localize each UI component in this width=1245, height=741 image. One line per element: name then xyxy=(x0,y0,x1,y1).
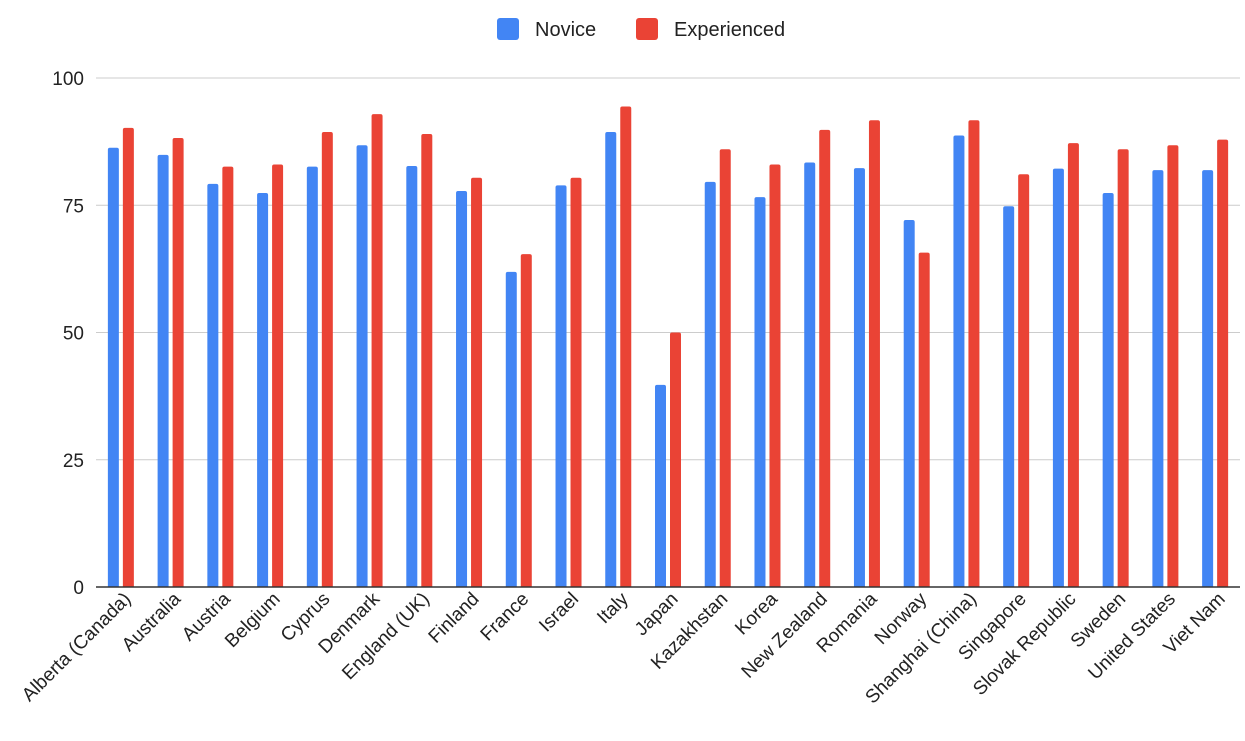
bar-novice xyxy=(1202,170,1214,587)
bar-experienced xyxy=(321,131,333,588)
bars xyxy=(107,106,1229,588)
bar-novice xyxy=(804,162,816,587)
bar-experienced xyxy=(620,106,632,587)
x-category-label: England (UK) xyxy=(338,589,434,685)
bar-experienced xyxy=(769,164,781,587)
bar-novice xyxy=(406,166,418,587)
bar-experienced xyxy=(520,254,532,587)
bar-novice xyxy=(207,183,219,587)
y-tick-label: 100 xyxy=(52,69,84,90)
bar-novice xyxy=(704,181,716,587)
bar-experienced xyxy=(122,127,134,587)
bar-experienced xyxy=(918,252,930,587)
bar-experienced xyxy=(1167,145,1179,588)
bar-novice xyxy=(1003,206,1015,587)
bar-experienced xyxy=(670,332,681,587)
y-tick-label: 75 xyxy=(63,196,84,217)
legend-swatch-experienced xyxy=(636,18,658,40)
gridlines xyxy=(96,77,1240,461)
bar-experienced xyxy=(222,166,234,588)
x-category-label: Israel xyxy=(535,589,583,637)
bar-experienced xyxy=(371,114,383,587)
bar-novice xyxy=(655,384,666,587)
bar-novice xyxy=(107,147,119,587)
x-category-label: Finland xyxy=(425,589,484,648)
x-category-label: Alberta (Canada) xyxy=(18,589,135,706)
bar-novice xyxy=(157,154,169,587)
bar-novice xyxy=(555,185,567,588)
bar-novice xyxy=(754,197,766,587)
bar-novice xyxy=(605,131,617,588)
legend: Novice Experienced xyxy=(497,18,785,41)
bar-experienced xyxy=(868,120,880,587)
legend-label-experienced: Experienced xyxy=(674,19,785,41)
bar-experienced xyxy=(968,120,980,587)
bar-experienced xyxy=(719,149,731,587)
y-tick-label: 25 xyxy=(63,451,84,472)
bar-experienced xyxy=(421,133,433,588)
bar-experienced xyxy=(1217,139,1229,588)
bar-novice xyxy=(456,190,468,588)
bar-novice xyxy=(1102,193,1114,587)
bar-experienced xyxy=(1067,143,1079,588)
x-category-label: United States xyxy=(1084,589,1180,685)
bar-experienced xyxy=(1018,174,1030,588)
x-category-label: Italy xyxy=(593,588,633,628)
y-axis-tick-labels: 0 25 50 75 100 xyxy=(52,69,84,599)
bar-novice xyxy=(1052,168,1064,588)
bar-experienced xyxy=(819,129,831,587)
bar-novice xyxy=(853,168,865,587)
bar-novice xyxy=(356,145,368,588)
bar-experienced xyxy=(272,164,284,587)
legend-swatch-novice xyxy=(497,18,519,40)
x-category-label: France xyxy=(477,589,534,646)
y-tick-label: 50 xyxy=(63,324,84,345)
bar-novice xyxy=(505,271,517,587)
bar-novice xyxy=(257,193,269,587)
legend-label-novice: Novice xyxy=(535,19,596,41)
bar-experienced xyxy=(570,177,582,587)
bar-novice xyxy=(903,220,915,588)
y-tick-label: 0 xyxy=(73,578,84,599)
bar-experienced xyxy=(471,177,483,587)
bar-experienced xyxy=(172,138,184,587)
bar-novice xyxy=(953,135,965,587)
bar-novice xyxy=(1152,170,1164,587)
x-category-label: Belgium xyxy=(221,589,284,652)
x-axis-category-labels: Alberta (Canada)AustraliaAustriaBelgiumC… xyxy=(18,588,1229,708)
bar-experienced xyxy=(1117,149,1129,587)
bar-novice xyxy=(306,166,318,588)
